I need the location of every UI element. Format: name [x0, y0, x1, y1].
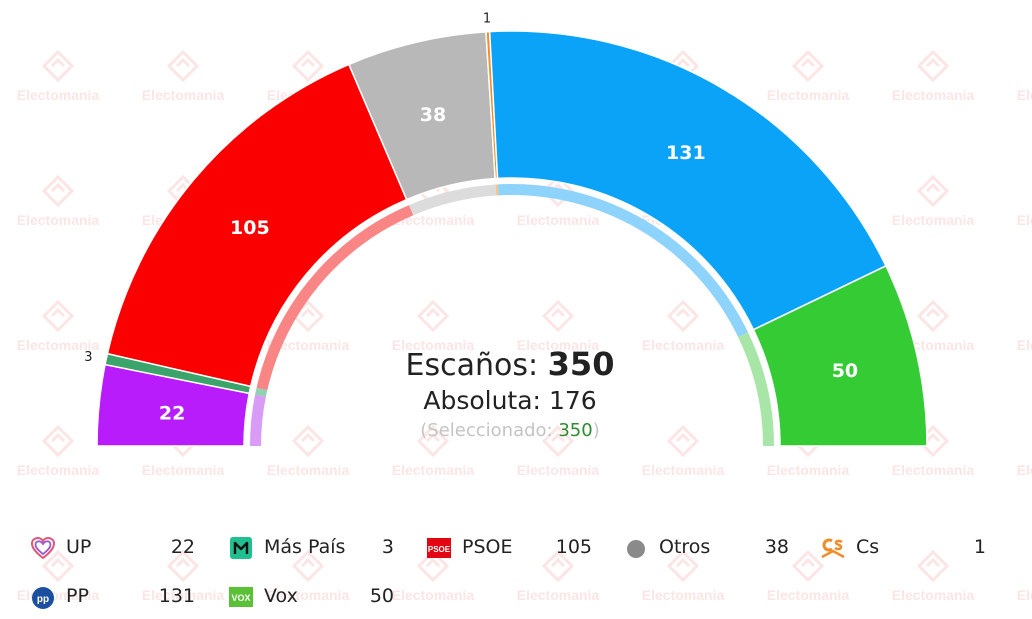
- inner-band-up: [250, 394, 266, 446]
- seat-segment-pp: [488, 30, 887, 331]
- legend-item-psoe[interactable]: PSOE PSOE 105: [426, 533, 596, 563]
- seat-label-pp: 131: [666, 142, 706, 164]
- majority-value: 176: [548, 386, 597, 415]
- legend-name: Cs: [856, 536, 880, 558]
- legend-item-pp[interactable]: pp PP 131: [30, 582, 200, 612]
- majority-label: Absoluta:: [423, 386, 541, 415]
- cs-logo-icon: [821, 538, 845, 559]
- psoe-logo-icon: PSOE: [427, 538, 451, 558]
- selected-value: 350: [558, 420, 593, 441]
- svg-text:PSOE: PSOE: [428, 545, 451, 554]
- legend-item-otros[interactable]: Otros 38: [623, 533, 793, 563]
- legend-name: Otros: [659, 536, 711, 558]
- seat-label-up: 22: [159, 402, 185, 424]
- selected-close: ): [592, 420, 600, 441]
- legend-name: Más País: [264, 536, 346, 558]
- selected-label: (Seleccionado:: [420, 420, 553, 441]
- selected-text: (Seleccionado: 350): [310, 420, 710, 441]
- total-seats-label: Escaños:: [405, 348, 539, 383]
- inner-band-pp: [497, 184, 749, 338]
- legend-item-mas-pais[interactable]: Más País 3: [228, 533, 398, 563]
- legend-row-1: UP 22 Más País 3 PSOE PSOE 105 Otros 38 …: [0, 533, 1032, 563]
- legend-value: 22: [170, 536, 195, 558]
- legend-value: 50: [369, 585, 394, 607]
- inner-band-cs: [495, 184, 499, 196]
- legend-value: 131: [158, 585, 195, 607]
- legend-name: PP: [66, 585, 89, 607]
- inner-band-psoe: [256, 205, 414, 391]
- gray-dot-icon: [627, 540, 645, 558]
- seat-segment-psoe: [106, 63, 408, 388]
- inner-band-otros: [409, 184, 497, 216]
- legend-value: 3: [381, 536, 394, 558]
- svg-text:pp: pp: [37, 594, 49, 605]
- total-seats-value: 350: [547, 345, 615, 383]
- up-heart-icon: [30, 536, 56, 560]
- legend-value: 105: [555, 536, 592, 558]
- vox-logo-icon: VOX: [229, 587, 253, 607]
- inner-band-mas-pais: [255, 387, 268, 397]
- pp-logo-icon: pp: [32, 587, 54, 609]
- legend-name: UP: [66, 536, 92, 558]
- majority-text: Absoluta: 176: [310, 386, 710, 415]
- legend-value: 1: [973, 536, 986, 558]
- legend-item-cs[interactable]: Cs 1: [820, 533, 990, 563]
- seat-segment-vox: [752, 264, 928, 447]
- seat-label-vox: 50: [832, 360, 858, 382]
- legend-name: PSOE: [462, 536, 513, 558]
- mas-pais-logo-icon: [230, 537, 252, 559]
- seat-label-cs: 1: [483, 12, 491, 27]
- seat-label-psoe: 105: [230, 217, 270, 239]
- svg-text:VOX: VOX: [231, 593, 250, 603]
- legend-item-up[interactable]: UP 22: [30, 533, 200, 563]
- seat-label-otros: 38: [420, 104, 446, 126]
- inner-band-vox: [738, 332, 774, 446]
- legend-row-2: pp PP 131 VOX Vox 50: [0, 582, 1032, 612]
- seat-label-mas-pais: 3: [84, 350, 92, 365]
- legend-name: Vox: [264, 585, 298, 607]
- legend-item-vox[interactable]: VOX Vox 50: [228, 582, 398, 612]
- legend-value: 38: [764, 536, 789, 558]
- total-seats-text: Escaños: 350: [310, 345, 710, 383]
